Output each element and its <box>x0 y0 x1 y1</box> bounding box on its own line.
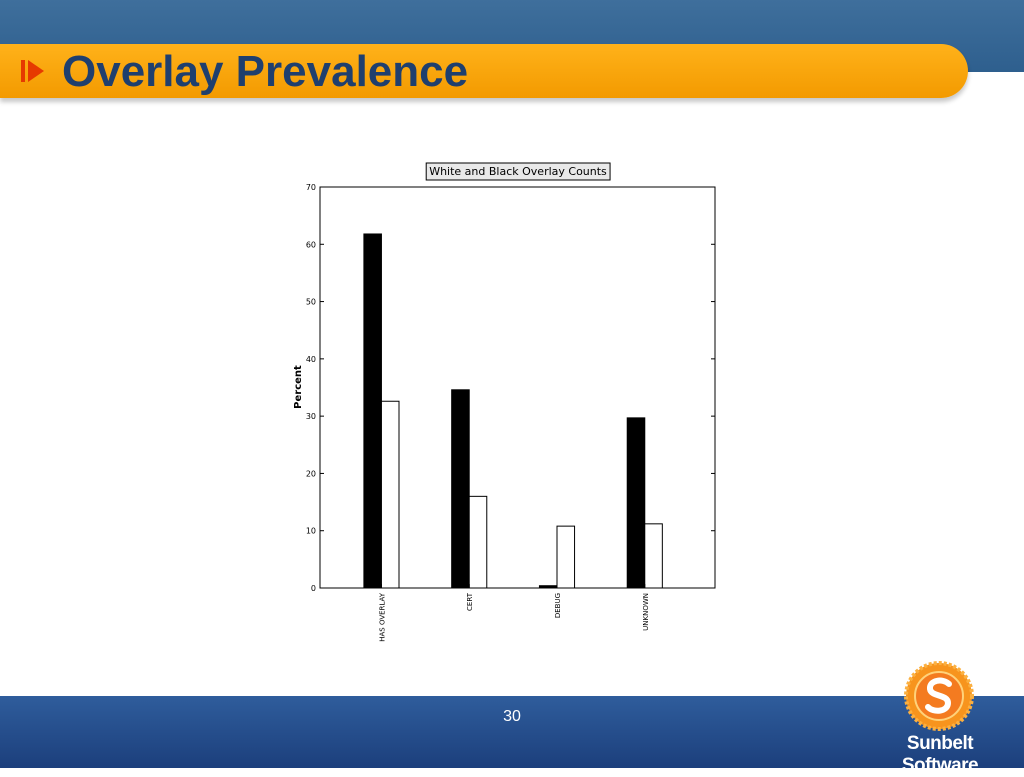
slide-title: Overlay Prevalence <box>62 47 469 96</box>
y-tick-label: 70 <box>306 183 316 192</box>
chart-title: White and Black Overlay Counts <box>429 165 607 178</box>
bar-unknown-series-2 <box>644 523 663 589</box>
bar-cert-series-2 <box>468 495 488 589</box>
y-tick-label: 30 <box>306 412 316 421</box>
bar-has-overlay-series-2 <box>380 400 400 589</box>
logo-text: Sunbelt Software <box>901 733 979 776</box>
x-tick-label: UNKNOWN <box>642 593 650 631</box>
y-tick-label: 20 <box>306 469 316 478</box>
y-tick-label: 0 <box>311 584 316 593</box>
x-tick-label: CERT <box>466 592 474 611</box>
bar-cert-series-1 <box>451 389 470 589</box>
y-tick-label: 10 <box>306 527 316 536</box>
x-tick-label: DEBUG <box>554 593 562 618</box>
bar-debug-series-2 <box>556 525 576 589</box>
x-axis-ticks: HAS OVERLAY CERT DEBUG UNKNOWN <box>378 584 650 642</box>
y-axis-ticks: 0 10 20 30 40 50 60 70 <box>306 183 715 593</box>
bar-has-overlay-series-1 <box>363 233 382 589</box>
y-tick-label: 60 <box>306 240 316 249</box>
footer-band <box>0 696 1024 768</box>
bars <box>363 233 663 589</box>
arrow-bullet-icon <box>21 60 44 82</box>
page-number: 30 <box>503 708 521 725</box>
title-bar <box>0 44 968 98</box>
y-axis-label: Percent <box>293 365 304 409</box>
bar-unknown-series-1 <box>626 417 646 589</box>
x-tick-label: HAS OVERLAY <box>378 592 386 641</box>
y-tick-label: 40 <box>306 355 316 364</box>
bar-chart: White and Black Overlay Counts Percent 0… <box>293 162 716 642</box>
y-tick-label: 50 <box>306 298 316 307</box>
plot-frame <box>319 186 716 589</box>
sunbelt-logo-icon <box>904 661 974 731</box>
chart-title-box: White and Black Overlay Counts <box>425 162 611 181</box>
